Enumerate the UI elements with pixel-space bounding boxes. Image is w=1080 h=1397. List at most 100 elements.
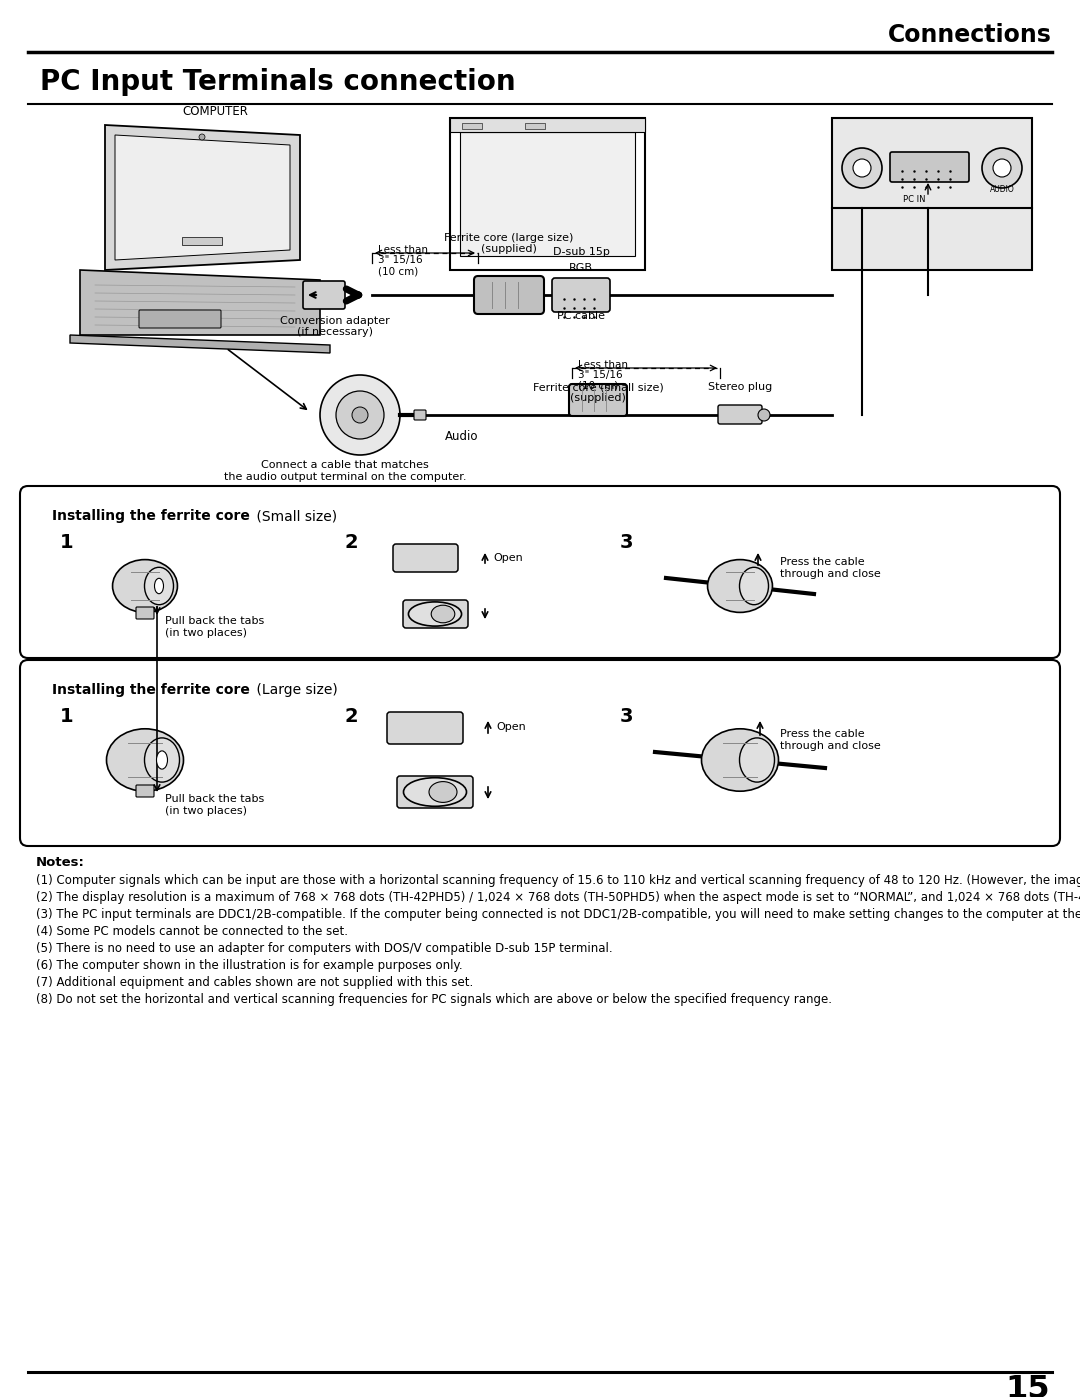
FancyBboxPatch shape [393, 543, 458, 571]
Ellipse shape [707, 560, 772, 612]
Ellipse shape [154, 578, 163, 594]
Text: (10 cm): (10 cm) [378, 265, 418, 277]
Circle shape [320, 374, 400, 455]
Text: PC Input Terminals connection: PC Input Terminals connection [40, 68, 515, 96]
FancyBboxPatch shape [21, 486, 1059, 658]
Ellipse shape [740, 567, 769, 605]
Text: Installing the ferrite core: Installing the ferrite core [52, 509, 249, 522]
Ellipse shape [157, 752, 167, 770]
Text: (6) The computer shown in the illustration is for example purposes only.: (6) The computer shown in the illustrati… [36, 958, 462, 972]
Text: (4) Some PC models cannot be connected to the set.: (4) Some PC models cannot be connected t… [36, 925, 348, 937]
Text: Open: Open [496, 722, 526, 732]
Ellipse shape [145, 738, 179, 782]
Circle shape [758, 409, 770, 420]
Circle shape [352, 407, 368, 423]
Text: Pull back the tabs
(in two places): Pull back the tabs (in two places) [165, 793, 265, 816]
Text: (8) Do not set the horizontal and vertical scanning frequencies for PC signals w: (8) Do not set the horizontal and vertic… [36, 993, 832, 1006]
Ellipse shape [399, 546, 451, 570]
FancyBboxPatch shape [832, 117, 1032, 270]
FancyBboxPatch shape [183, 237, 222, 244]
Ellipse shape [393, 714, 457, 742]
Text: (7) Additional equipment and cables shown are not supplied with this set.: (7) Additional equipment and cables show… [36, 977, 473, 989]
Ellipse shape [740, 738, 774, 782]
Text: (supplied): (supplied) [481, 244, 537, 254]
Ellipse shape [112, 560, 177, 612]
FancyBboxPatch shape [450, 117, 645, 131]
Polygon shape [114, 136, 291, 260]
Text: (if necessary): (if necessary) [297, 327, 373, 337]
FancyBboxPatch shape [890, 152, 969, 182]
Text: (Large size): (Large size) [252, 683, 338, 697]
Ellipse shape [702, 729, 779, 791]
FancyBboxPatch shape [569, 384, 627, 416]
Text: 3: 3 [620, 707, 634, 725]
Text: Press the cable
through and close: Press the cable through and close [780, 557, 881, 578]
Text: RGB: RGB [569, 263, 593, 272]
Ellipse shape [145, 567, 174, 605]
FancyBboxPatch shape [474, 277, 544, 314]
Text: 3" 15/16: 3" 15/16 [378, 256, 422, 265]
Text: Stereo plug: Stereo plug [707, 381, 772, 393]
Text: Ferrite core (large size): Ferrite core (large size) [444, 233, 573, 243]
FancyBboxPatch shape [397, 775, 473, 807]
FancyBboxPatch shape [525, 123, 545, 129]
Text: Connect a cable that matches: Connect a cable that matches [261, 460, 429, 469]
Text: PC IN: PC IN [903, 196, 926, 204]
Text: 3: 3 [620, 532, 634, 552]
Ellipse shape [107, 729, 184, 791]
FancyBboxPatch shape [21, 659, 1059, 847]
Text: 1: 1 [60, 532, 73, 552]
Text: Notes:: Notes: [36, 856, 85, 869]
Text: (2) The display resolution is a maximum of 768 × 768 dots (TH-42PHD5) / 1,024 × : (2) The display resolution is a maximum … [36, 891, 1080, 904]
Polygon shape [70, 335, 330, 353]
Ellipse shape [404, 778, 467, 806]
Text: (5) There is no need to use an adapter for computers with DOS/V compatible D-sub: (5) There is no need to use an adapter f… [36, 942, 612, 956]
Text: PC cable: PC cable [557, 312, 605, 321]
FancyBboxPatch shape [136, 608, 154, 619]
Text: Ferrite core (small size): Ferrite core (small size) [532, 381, 663, 393]
Text: (3) The PC input terminals are DDC1/2B-compatible. If the computer being connect: (3) The PC input terminals are DDC1/2B-c… [36, 908, 1080, 921]
FancyBboxPatch shape [387, 712, 463, 745]
FancyBboxPatch shape [303, 281, 345, 309]
Text: AUDIO: AUDIO [989, 186, 1014, 194]
Polygon shape [80, 270, 320, 335]
FancyBboxPatch shape [403, 599, 468, 629]
Text: Connections: Connections [888, 22, 1052, 47]
Text: Press the cable
through and close: Press the cable through and close [780, 729, 881, 750]
Text: Conversion adapter: Conversion adapter [280, 316, 390, 326]
Circle shape [993, 159, 1011, 177]
Text: D-sub 15p: D-sub 15p [553, 247, 609, 257]
Text: 1: 1 [60, 707, 73, 725]
Circle shape [982, 148, 1022, 189]
Text: (supplied): (supplied) [570, 393, 626, 402]
Text: Installing the ferrite core: Installing the ferrite core [52, 683, 249, 697]
Text: Less than: Less than [578, 360, 627, 370]
Circle shape [336, 391, 384, 439]
FancyBboxPatch shape [139, 310, 221, 328]
Text: COMPUTER: COMPUTER [183, 105, 248, 117]
FancyBboxPatch shape [552, 278, 610, 312]
FancyBboxPatch shape [462, 123, 482, 129]
FancyBboxPatch shape [414, 409, 426, 420]
FancyBboxPatch shape [460, 131, 635, 256]
Text: 15: 15 [1005, 1375, 1050, 1397]
Text: 3" 15/16: 3" 15/16 [578, 370, 623, 380]
Text: Audio: Audio [445, 429, 478, 443]
Polygon shape [105, 124, 300, 270]
FancyBboxPatch shape [718, 405, 762, 425]
Text: Open: Open [492, 553, 523, 563]
Text: (10 cm): (10 cm) [578, 381, 618, 391]
Text: Less than: Less than [378, 244, 428, 256]
FancyBboxPatch shape [450, 117, 645, 270]
Ellipse shape [408, 602, 461, 626]
Text: (Small size): (Small size) [252, 509, 337, 522]
Circle shape [853, 159, 870, 177]
Ellipse shape [429, 781, 457, 802]
Ellipse shape [431, 605, 455, 623]
Text: the audio output terminal on the computer.: the audio output terminal on the compute… [224, 472, 467, 482]
Text: (1) Computer signals which can be input are those with a horizontal scanning fre: (1) Computer signals which can be input … [36, 875, 1080, 887]
Circle shape [199, 134, 205, 140]
FancyBboxPatch shape [136, 785, 154, 798]
Text: 2: 2 [345, 707, 359, 725]
Text: 2: 2 [345, 532, 359, 552]
